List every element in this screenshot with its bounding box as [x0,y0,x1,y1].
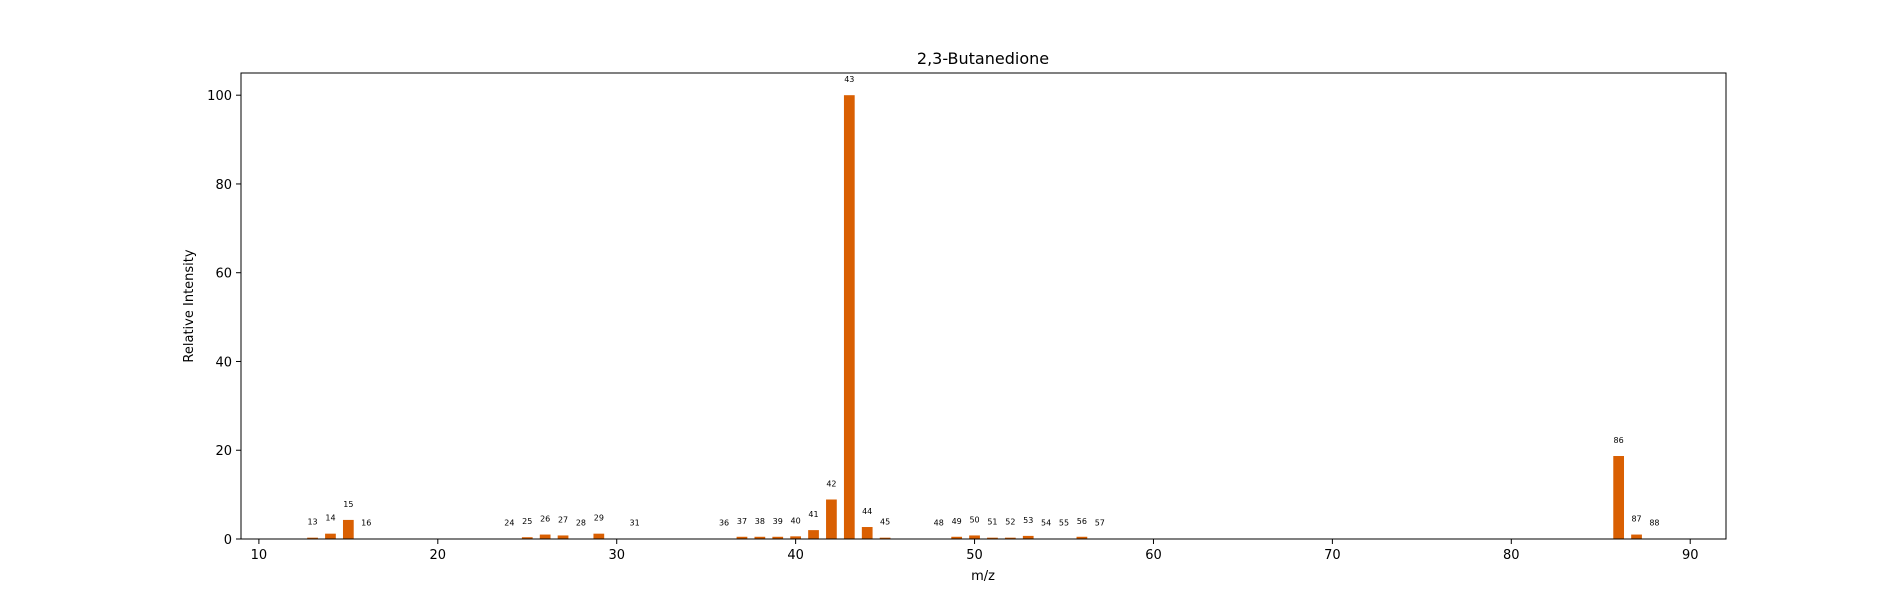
bar-value-label: 14 [325,514,335,523]
bar-value-label: 49 [952,517,962,526]
y-tick-label: 100 [207,89,232,104]
bar-value-label: 48 [934,519,944,528]
bar-value-label: 44 [862,507,872,516]
bar-value-label: 54 [1041,519,1051,528]
bar-value-label: 45 [880,518,890,527]
plot-area-frame [241,73,1726,539]
bar-value-label: 26 [540,515,550,524]
bar-value-label: 42 [826,480,836,489]
bar [826,500,837,540]
bar-value-label: 56 [1077,517,1087,526]
bar-value-label: 86 [1614,436,1624,445]
chart-title: 2,3-Butanedione [917,49,1049,68]
y-tick-label: 80 [215,178,232,193]
bar [593,534,604,539]
bar-value-label: 55 [1059,519,1069,528]
y-axis-label: Relative Intensity [182,249,197,362]
bar-value-label: 40 [791,516,801,525]
x-axis: 10 20 30 40 50 60 70 80 90 [251,539,1699,563]
bar-value-label: 57 [1095,519,1105,528]
bar-value-label: 52 [1005,518,1015,527]
bar [862,527,873,539]
bar-value-label: 13 [307,518,317,527]
bar-value-label: 43 [844,75,854,84]
bar-value-label: 29 [594,514,604,523]
bar [325,534,336,539]
bar-value-label: 15 [343,500,353,509]
bar-value-label: 24 [504,519,514,528]
x-tick-label: 40 [787,548,804,563]
bar-value-label: 39 [773,517,783,526]
bar [969,535,980,539]
bar-label-group: 13 14 15 16 24 25 26 27 28 29 31 36 37 38 39 40 41 42 43 44… [307,75,1659,527]
x-tick-label: 70 [1324,548,1341,563]
bar [808,530,819,539]
bar [844,95,855,539]
bar-series [307,95,1660,539]
bar-value-label: 41 [808,510,818,519]
x-tick-label: 20 [430,548,447,563]
bar-value-label: 36 [719,519,729,528]
y-tick-label: 20 [215,444,232,459]
x-tick-label: 90 [1682,548,1699,563]
bar-value-label: 25 [522,517,532,526]
bar [558,535,569,539]
y-axis: 0 20 40 60 80 100 [207,89,241,548]
bar-value-label: 53 [1023,516,1033,525]
bar-value-label: 31 [630,519,640,528]
x-tick-label: 60 [1145,548,1162,563]
bar-value-label: 51 [987,518,997,527]
bar-value-label: 38 [755,517,765,526]
x-tick-label: 10 [251,548,268,563]
x-tick-label: 50 [966,548,983,563]
bar [1631,535,1642,539]
bar-value-label: 28 [576,519,586,528]
bar-value-label: 27 [558,515,568,524]
x-tick-label: 30 [608,548,625,563]
bar-value-label: 87 [1631,515,1641,524]
y-tick-label: 60 [215,267,232,282]
bar-value-label: 16 [361,519,371,528]
bar [343,520,354,539]
y-tick-label: 40 [215,355,232,370]
bar [1613,456,1624,539]
x-tick-label: 80 [1503,548,1520,563]
y-tick-label: 0 [224,533,232,548]
bar-value-label: 50 [969,515,979,524]
x-axis-label: m/z [971,569,995,584]
bar [540,535,551,539]
bar-value-label: 88 [1649,519,1659,528]
bar-value-label: 37 [737,517,747,526]
